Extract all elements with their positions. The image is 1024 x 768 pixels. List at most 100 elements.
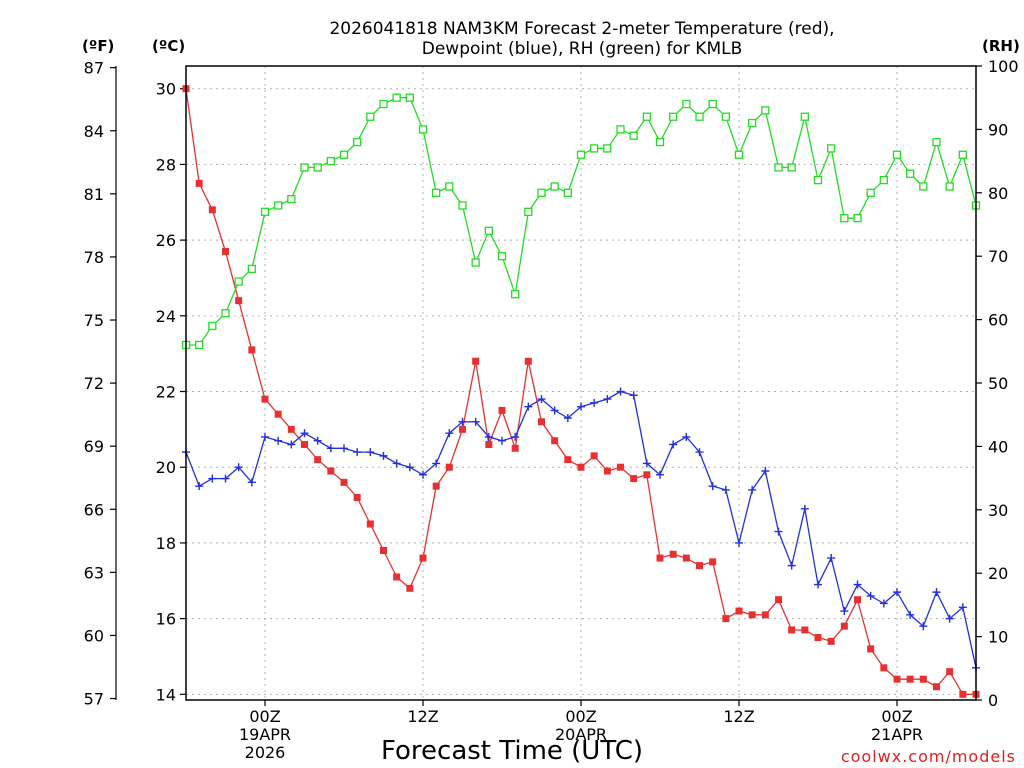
temperature-point: [261, 395, 269, 403]
temperature-point: [643, 471, 651, 479]
rh-point: [800, 112, 809, 121]
rh-axis: 0 10 20 30 40 50 60 70 80 90 100: [976, 57, 1019, 710]
rh-point: [247, 264, 256, 274]
temperature-point: [669, 550, 677, 558]
temperature-point: [195, 179, 203, 187]
rh-tick-label: 60: [988, 311, 1008, 330]
fahrenheit-tick-label: 78: [84, 248, 104, 267]
temperature-point: [933, 683, 940, 691]
fahrenheit-tick-label: 60: [84, 626, 104, 645]
rh-point: [511, 290, 520, 299]
dewpoint-point: [247, 478, 256, 487]
celsius-tick-label: 24: [156, 307, 176, 326]
rh-tick-label: 10: [988, 628, 1008, 647]
rh-point: [458, 201, 467, 210]
temperature-point: [735, 607, 743, 615]
rh-point: [919, 182, 928, 191]
temperature-point: [485, 441, 493, 449]
rh-point: [379, 99, 388, 109]
rh-unit-label: (RH): [982, 37, 1020, 55]
temperature-point: [564, 456, 572, 464]
fahrenheit-tick-label: 69: [84, 437, 104, 456]
dewpoint-point: [379, 451, 388, 460]
dewpoint-point: [419, 470, 427, 479]
temperature-point: [353, 493, 361, 501]
dewpoint-point: [366, 448, 375, 457]
dewpoint-point: [721, 485, 730, 494]
rh-tick-label: 100: [988, 57, 1019, 76]
rh-point: [616, 125, 625, 134]
rh-point: [669, 112, 678, 121]
rh-point: [840, 214, 849, 223]
time-tick-date-label: 19APR: [239, 725, 291, 744]
plot-frame: [185, 65, 977, 701]
rh-point: [576, 150, 586, 159]
chart-title-line-2: Dewpoint (blue), RH (green) for KMLB: [422, 39, 743, 59]
dewpoint-point: [498, 436, 506, 445]
dewpoint-point: [774, 527, 783, 536]
rh-tick-label: 0: [988, 691, 998, 710]
temperature-point: [459, 425, 466, 433]
temperature-point: [617, 463, 624, 471]
dewpoint-point: [853, 580, 862, 589]
rh-point: [721, 112, 730, 121]
dewpoint-point: [550, 406, 559, 415]
dewpoint-point: [603, 395, 612, 404]
dewpoint-point: [405, 463, 414, 472]
dewpoint-point: [814, 580, 822, 589]
dewpoint-point: [392, 459, 401, 468]
dewpoint-point: [800, 504, 809, 513]
rh-tick-label: 30: [988, 501, 1008, 520]
temperature-point: [906, 675, 914, 683]
time-tick-date-label: 2026: [245, 743, 286, 762]
rh-point: [432, 188, 441, 197]
rh-point: [748, 118, 757, 128]
rh-point: [906, 169, 915, 178]
series-temperature: [182, 85, 980, 698]
dewpoint-point: [261, 432, 269, 441]
fahrenheit-tick-label: 63: [84, 563, 104, 582]
temperature-point: [472, 357, 480, 365]
temperature-point: [366, 520, 374, 528]
rh-point: [642, 112, 651, 121]
fahrenheit-unit-label: (ºF): [82, 37, 114, 55]
rh-point: [695, 112, 704, 121]
rh-point: [313, 163, 322, 172]
temperature-point: [867, 645, 875, 653]
rh-point: [392, 93, 401, 102]
celsius-unit-label: (ºC): [152, 37, 185, 55]
temperature-point: [761, 611, 769, 619]
rh-tick-label: 20: [988, 564, 1008, 583]
series-layer: [181, 85, 981, 698]
temperature-point: [327, 467, 335, 475]
temperature-point: [393, 573, 401, 581]
dewpoint-point: [353, 448, 362, 457]
rh-point: [300, 163, 309, 172]
dewpoint-point: [287, 440, 296, 449]
fahrenheit-tick-label: 81: [84, 185, 104, 204]
rh-point: [866, 188, 875, 197]
dewpoint-point: [932, 588, 941, 597]
celsius-axis: 14 16 18 20 22 24 26 28 30: [156, 80, 186, 704]
temperature-point: [880, 664, 888, 672]
rh-point: [879, 175, 888, 185]
temperature-point: [222, 247, 229, 255]
dewpoint-point: [195, 482, 204, 491]
temperature-point: [788, 626, 796, 634]
rh-point: [484, 226, 493, 235]
celsius-tick-label: 22: [156, 383, 176, 402]
dewpoint-point: [669, 440, 678, 449]
dewpoint-point: [208, 474, 217, 483]
dewpoint-point: [221, 474, 230, 483]
rh-point: [892, 150, 902, 159]
temperature-point: [775, 596, 782, 604]
celsius-tick-label: 26: [156, 231, 176, 250]
temperature-point: [709, 558, 717, 566]
dewpoint-point: [471, 417, 480, 426]
rh-point: [274, 201, 283, 210]
rh-point: [366, 112, 375, 121]
time-tick-label: 12Z: [407, 707, 438, 726]
grid-lines: [186, 66, 976, 700]
temperature-point: [682, 554, 690, 562]
